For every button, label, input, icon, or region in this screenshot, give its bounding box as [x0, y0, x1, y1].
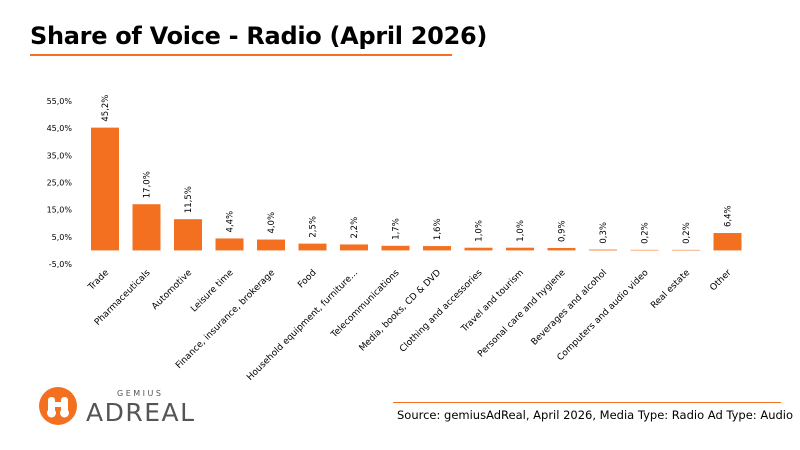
bar [672, 249, 700, 251]
bar [298, 243, 327, 251]
y-tick-label: 45,0% [47, 124, 73, 133]
category-label: Clothing and accessories [398, 268, 485, 355]
category-label: Trade [86, 268, 112, 294]
bar-value-label: 2,5% [309, 216, 319, 238]
logo-product-text: ADREAL [86, 398, 196, 427]
y-tick-label: 25,0% [47, 179, 73, 188]
bar-value-label: 0,2% [641, 222, 651, 244]
binoculars-icon [39, 387, 77, 425]
category-label: Leisure time [189, 268, 236, 315]
y-tick-label: -5,0% [49, 260, 73, 269]
bar-value-label: 45,2% [101, 95, 111, 122]
bar-value-label: 1,6% [433, 218, 443, 240]
bar [381, 245, 410, 251]
bar-value-label: 0,9% [558, 220, 568, 242]
category-label: Computers and audio video [556, 268, 651, 363]
bar [423, 246, 451, 251]
bar [91, 127, 119, 251]
bar [257, 239, 285, 251]
category-label: Real estate [649, 268, 692, 311]
bar [630, 249, 659, 251]
bar [215, 238, 244, 251]
bar-value-label: 4,4% [226, 211, 236, 233]
y-tick-label: 55,0% [47, 97, 73, 106]
bar [506, 247, 534, 251]
adreal-logo: GEMIUS ADREAL [38, 386, 238, 432]
bar-value-label: 0,2% [682, 222, 692, 244]
bar-value-label: 2,2% [350, 217, 360, 239]
bar-value-label: 1,7% [392, 218, 402, 240]
y-tick-label: 15,0% [47, 206, 73, 215]
source-divider [393, 402, 781, 403]
bar-value-label: 6,4% [724, 205, 734, 227]
bar [132, 204, 161, 251]
bar [464, 247, 493, 251]
category-label: Personal care and hygiene [476, 268, 568, 360]
category-label: Telecommunications [329, 268, 402, 341]
category-label: Other [708, 268, 733, 293]
category-label: Beverages and alcohol [530, 268, 610, 348]
y-tick-label: 35,0% [47, 151, 73, 160]
bar [589, 249, 617, 251]
source-note: Source: gemiusAdReal, April 2026, Media … [397, 408, 794, 422]
bar-value-label: 11,5% [184, 186, 194, 213]
bar-value-label: 0,3% [599, 222, 609, 244]
bar-value-label: 4,0% [267, 212, 277, 234]
bar [174, 219, 202, 251]
category-label: Media, books, CD & DVD [358, 268, 444, 354]
bar [340, 244, 368, 251]
page-title: Share of Voice - Radio (April 2026) [30, 22, 488, 50]
bar-value-label: 1,0% [516, 220, 526, 242]
bar [547, 247, 576, 251]
bar-value-label: 1,0% [475, 220, 485, 242]
category-label: Automotive [150, 268, 194, 312]
bar-chart: 55,0% 45,0% 35,0% 25,0% 15,0% 5,0% -5,0% 45,2% T… [47, 95, 742, 383]
y-tick-label: 5,0% [52, 233, 73, 242]
category-label: Food [296, 268, 318, 290]
bar [713, 233, 742, 251]
bar-value-label: 17,0% [143, 171, 153, 198]
title-underline [30, 54, 452, 56]
logo-company-text: GEMIUS [117, 389, 164, 398]
